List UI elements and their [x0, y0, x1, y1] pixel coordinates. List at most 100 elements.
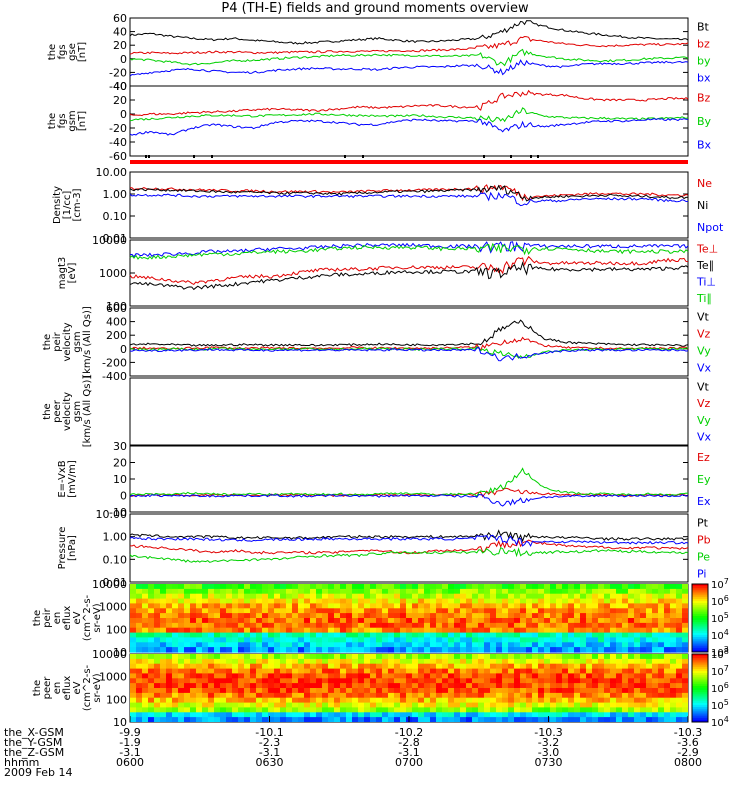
spectrogram-cell	[298, 647, 305, 653]
spectrogram-cell	[580, 707, 587, 713]
spectrogram-cell	[406, 588, 413, 595]
spectrogram-cell	[292, 658, 299, 665]
spectrogram-cell	[682, 692, 688, 699]
spectrogram-cell	[676, 712, 683, 718]
spectrogram-cell	[544, 688, 551, 694]
spectrogram-cell	[646, 712, 653, 718]
spectrogram-cell	[502, 654, 509, 660]
spectrogram-cell	[640, 663, 647, 670]
spectrogram-cell	[274, 707, 281, 713]
spectrogram-cell	[562, 683, 569, 689]
spectrogram-cell	[466, 642, 473, 648]
spectrogram-cell	[280, 632, 287, 639]
spectrogram-cell	[166, 712, 173, 718]
panel-frame	[129, 239, 689, 307]
spectrogram-cell	[394, 647, 401, 653]
spectrogram-cell	[394, 673, 401, 679]
colorbar-band	[692, 649, 708, 653]
spectrogram-cell	[550, 663, 557, 670]
spectrogram-cell	[244, 613, 251, 619]
spectrogram-cell	[328, 647, 335, 653]
spectrogram-cell	[214, 678, 221, 684]
spectrogram-cell	[268, 678, 275, 684]
colorbar-band	[692, 666, 708, 670]
spectrogram-cell	[358, 613, 365, 619]
spectrogram-cell	[442, 673, 449, 679]
spectrogram-cell	[178, 593, 185, 600]
spectrogram-cell	[550, 654, 557, 660]
spectrogram-cell	[556, 707, 563, 713]
spectrogram-cell	[448, 637, 455, 643]
spectrogram-cell	[442, 668, 449, 675]
spectrogram-cell	[238, 622, 245, 629]
spectrogram-cell	[550, 588, 557, 595]
spectrogram-cell	[358, 618, 365, 624]
spectrogram-cell	[580, 712, 587, 718]
legend-entry: Vy	[697, 414, 711, 427]
spectrogram-cell	[568, 637, 575, 643]
spectrogram-cell	[628, 692, 635, 699]
spectrogram-cell	[286, 663, 293, 670]
spectrogram-cell	[550, 683, 557, 689]
spectrogram-cell	[460, 598, 467, 605]
spectrogram-cell	[520, 647, 527, 653]
spectrogram-cell	[640, 688, 647, 694]
spectrogram-cell	[208, 688, 215, 694]
spectrogram-cell	[358, 627, 365, 634]
spectrogram-cell	[304, 642, 311, 648]
spectrogram-cell	[388, 584, 395, 590]
spectrogram-cell	[196, 588, 203, 595]
spectrogram-cell	[364, 663, 371, 670]
spectrogram-cell	[280, 627, 287, 634]
spectrogram-cell	[616, 647, 623, 653]
spectrogram-cell	[454, 622, 461, 629]
spectrogram-cell	[628, 658, 635, 665]
spectrogram-cell	[268, 622, 275, 629]
spectrogram-cell	[526, 588, 533, 595]
spectrogram-cell	[424, 678, 431, 684]
spectrogram-cell	[436, 642, 443, 648]
spectrogram-cell	[364, 627, 371, 634]
spectrogram-cell	[226, 642, 233, 648]
spectrogram-cell	[634, 658, 641, 665]
spectrogram-cell	[430, 712, 437, 718]
spectrogram-cell	[448, 618, 455, 624]
spectrogram-cell	[280, 668, 287, 675]
spectrogram-cell	[448, 668, 455, 675]
spectrogram-cell	[394, 618, 401, 624]
spectrogram-cell	[514, 632, 521, 639]
spectrogram-cell	[562, 712, 569, 718]
spectrogram-cell	[172, 637, 179, 643]
spectrogram-cell	[586, 584, 593, 590]
y-tick-label: -40	[109, 136, 127, 149]
legend-entry: Pt	[697, 517, 709, 530]
spectrogram-cell	[220, 598, 227, 605]
spectrogram-cell	[616, 678, 623, 684]
spectrogram-cell	[160, 632, 167, 639]
spectrogram-cell	[250, 627, 257, 634]
spectrogram-cell	[568, 642, 575, 648]
spectrogram-cell	[208, 692, 215, 699]
spectrogram-cell	[508, 642, 515, 648]
spectrogram-cell	[358, 598, 365, 605]
spectrogram-cell	[160, 608, 167, 614]
spectrogram-cell	[298, 593, 305, 600]
spectrogram-cell	[370, 613, 377, 619]
spectrogram-cell	[358, 668, 365, 675]
spectrogram-cell	[670, 654, 677, 660]
spectrogram-cell	[664, 588, 671, 595]
spectrogram-cell	[232, 683, 239, 689]
spectrogram-cell	[244, 627, 251, 634]
spectrogram-cell	[610, 678, 617, 684]
colorbar-band	[692, 677, 708, 680]
spectrogram-cell	[442, 702, 449, 709]
spectrogram-cell	[676, 647, 683, 653]
spectrogram-cell	[130, 688, 137, 694]
xaxis-value: -1.9	[119, 736, 140, 749]
spectrogram-cell	[574, 707, 581, 713]
spectrogram-cell	[448, 593, 455, 600]
spectrogram-cell	[652, 702, 659, 709]
spectrogram-cell	[466, 688, 473, 694]
spectrogram-cell	[478, 588, 485, 595]
spectrogram-cell	[556, 702, 563, 709]
